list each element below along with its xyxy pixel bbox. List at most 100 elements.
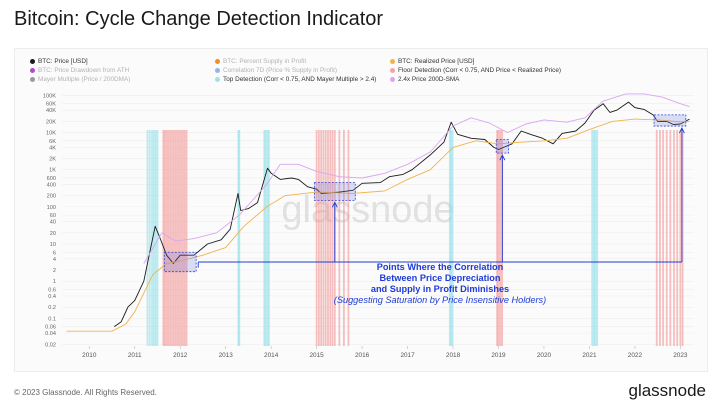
x-tick-label: 2015 xyxy=(310,352,325,359)
legend-item[interactable]: BTC: Percent Supply in Profit xyxy=(215,58,306,65)
x-tick-label: 2019 xyxy=(491,352,506,359)
floor-detection-bar xyxy=(679,130,682,346)
floor-detection-bar xyxy=(497,130,500,346)
floor-detection-bar xyxy=(655,130,658,346)
floor-detection-bar xyxy=(183,130,186,346)
top-detection-bar xyxy=(591,130,594,346)
copyright: © 2023 Glassnode. All Rights Reserved. xyxy=(14,388,157,397)
top-detection-bar xyxy=(448,130,451,346)
top-detection-bar xyxy=(267,130,270,346)
y-tick-label: 0.06 xyxy=(45,325,56,331)
x-tick-label: 2011 xyxy=(128,352,142,359)
top-detection-bar xyxy=(238,130,241,346)
page-title: Bitcoin: Cycle Change Detection Indicato… xyxy=(14,8,384,30)
top-detection-bar xyxy=(154,130,157,346)
legend-dot-icon xyxy=(215,77,220,82)
floor-detection-bar xyxy=(172,130,175,346)
legend-item[interactable]: Top Detection (Corr < 0.75, AND Mayer Mu… xyxy=(215,76,376,83)
x-tick-label: 2020 xyxy=(537,352,552,359)
top-detection-bar xyxy=(148,130,151,346)
legend-label: BTC: Percent Supply in Profit xyxy=(223,58,307,65)
top-detection-bar xyxy=(264,130,267,346)
floor-detection-bar xyxy=(163,130,166,346)
floor-detection-bar xyxy=(327,130,329,346)
floor-detection-bar xyxy=(331,130,334,346)
legend-item[interactable]: BTC: Price [USD] xyxy=(30,58,88,65)
y-tick-label: 10K xyxy=(46,131,56,137)
connector-arrow-icon xyxy=(678,127,685,134)
floor-detection-bar xyxy=(662,130,664,346)
series-line xyxy=(143,93,690,264)
legend-item[interactable]: Floor Detection (Corr < 0.75, AND Price … xyxy=(390,67,561,74)
floor-detection-bar xyxy=(322,130,325,346)
y-tick-label: 6 xyxy=(53,250,56,256)
floor-detection-bar xyxy=(167,130,170,346)
legend-item[interactable]: BTC: Realized Price [USD] xyxy=(390,58,474,65)
top-detection-bar xyxy=(146,130,149,346)
y-tick-label: 60K xyxy=(46,102,56,108)
legend-dot-icon xyxy=(390,77,395,82)
legend-label: Floor Detection (Corr < 0.75, AND Price … xyxy=(398,67,562,74)
x-tick-label: 2013 xyxy=(219,352,234,359)
top-detection-bar xyxy=(151,130,153,346)
y-tick-label: 0.2 xyxy=(48,305,56,311)
series-line xyxy=(114,101,690,327)
annotation-line: and Supply in Profit Diminishes xyxy=(370,284,510,294)
highlight-box xyxy=(653,114,687,127)
legend-dot-icon xyxy=(30,77,35,82)
top-detection-bar xyxy=(596,130,599,346)
legend-dot-icon xyxy=(390,68,395,73)
x-tick-label: 2017 xyxy=(400,352,415,359)
highlight-box xyxy=(495,139,509,154)
floor-detection-bar xyxy=(324,130,327,346)
floor-detection-bar xyxy=(665,130,668,346)
floor-detection-bar xyxy=(317,130,320,346)
floor-detection-bar xyxy=(171,130,173,346)
top-detection-bar xyxy=(263,130,266,346)
floor-detection-bar xyxy=(320,130,323,346)
annotation-note: (Suggesting Saturation by Price Insensit… xyxy=(333,295,547,305)
top-detection-bar xyxy=(594,130,597,346)
x-tick-label: 2022 xyxy=(628,352,643,359)
y-tick-label: 2 xyxy=(53,268,56,274)
y-tick-label: 100K xyxy=(43,93,56,99)
legend-item[interactable]: Mayer Multiple (Price / 200DMA) xyxy=(30,76,130,83)
y-tick-label: 10 xyxy=(50,242,56,248)
x-tick-label: 2010 xyxy=(82,352,97,359)
floor-detection-bar xyxy=(681,130,684,346)
connector-arrow-icon xyxy=(331,201,338,208)
top-detection-bar xyxy=(156,130,159,346)
brand-logo: glassnode xyxy=(628,381,706,400)
floor-detection-bar xyxy=(165,130,168,346)
legend-dot-icon xyxy=(30,59,35,64)
legend-dot-icon xyxy=(30,68,35,73)
y-tick-label: 100 xyxy=(47,205,56,211)
connector-arrow-icon xyxy=(499,154,506,161)
series-line xyxy=(66,118,690,332)
top-detection-bar xyxy=(152,130,155,346)
y-tick-label: 0.4 xyxy=(48,294,56,300)
floor-detection-bar xyxy=(315,130,318,346)
y-tick-label: 40 xyxy=(50,220,56,226)
legend: BTC: Price [USD] BTC: Percent Supply in … xyxy=(30,58,690,100)
y-tick-label: 4 xyxy=(53,257,56,263)
y-tick-label: 20 xyxy=(50,231,56,237)
top-detection-bar xyxy=(266,130,269,346)
legend-item[interactable]: BTC: Price Drawdown from ATH xyxy=(30,67,129,74)
legend-label: Top Detection (Corr < 0.75, AND Mayer Mu… xyxy=(223,76,377,83)
legend-item[interactable]: 2.4x Price 200D-SMA xyxy=(390,76,459,83)
y-tick-label: 40K xyxy=(46,108,56,114)
top-detection-bar xyxy=(593,130,595,346)
annotation-line: Between Price Depreciation xyxy=(379,273,501,283)
legend-label: 2.4x Price 200D-SMA xyxy=(398,76,460,83)
floor-detection-bar xyxy=(174,130,177,346)
floor-detection-bar xyxy=(673,130,675,346)
floor-detection-bar xyxy=(347,130,350,346)
x-tick-label: 2021 xyxy=(582,352,597,359)
floor-detection-bar xyxy=(182,130,184,346)
legend-dot-icon xyxy=(215,59,220,64)
legend-item[interactable]: Correlation 7D (Price % Supply in Profit… xyxy=(215,67,337,74)
y-tick-label: 60 xyxy=(50,213,56,219)
y-tick-label: 0.04 xyxy=(45,331,56,337)
y-tick-label: 0.6 xyxy=(48,287,56,293)
